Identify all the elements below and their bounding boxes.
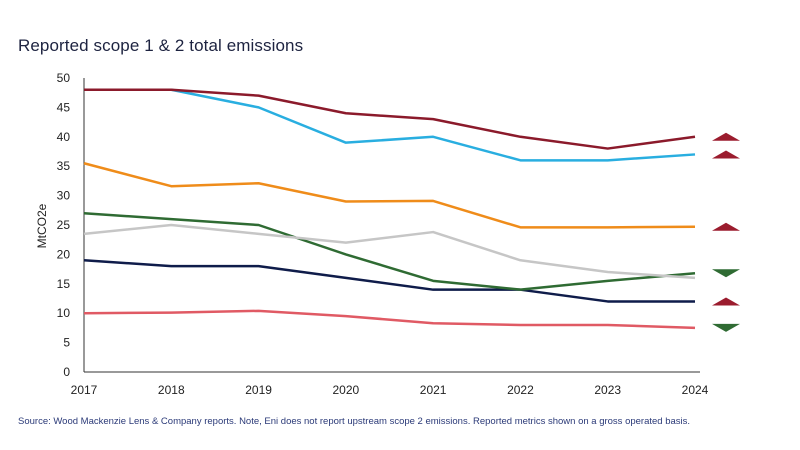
y-tick-label: 35 — [57, 159, 71, 173]
x-tick-labels: 2017 2018 2019 2020 2021 2022 2023 2024 — [71, 383, 709, 397]
series-line — [84, 88, 696, 150]
x-tick-label: 2022 — [507, 383, 534, 397]
series-line — [83, 211, 696, 291]
x-tick-label: 2023 — [594, 383, 621, 397]
trend-markers — [712, 132, 740, 332]
trend-up-marker — [712, 297, 740, 306]
x-tick-label: 2020 — [333, 383, 360, 397]
series-line — [83, 259, 695, 303]
trend-up-marker — [712, 132, 740, 141]
y-tick-label: 45 — [57, 100, 71, 114]
source-note: Source: Wood Mackenzie Lens & Company re… — [18, 416, 691, 427]
series-lines — [83, 88, 696, 330]
y-tick-label: 30 — [57, 189, 71, 203]
y-tick-label: 10 — [57, 306, 71, 320]
y-tick-label: 50 — [57, 71, 71, 85]
x-tick-label: 2018 — [158, 383, 185, 397]
y-tick-label: 40 — [57, 130, 71, 144]
y-tick-label: 25 — [57, 218, 71, 232]
y-tick-label: 15 — [57, 277, 71, 291]
trend-down-marker — [712, 323, 740, 332]
trend-up-marker — [712, 222, 740, 231]
x-tick-label: 2021 — [420, 383, 447, 397]
y-tick-label: 20 — [57, 247, 71, 261]
chart-title: Reported scope 1 & 2 total emissions — [18, 36, 304, 55]
trend-up-marker — [712, 150, 740, 159]
y-tick-labels: 0 5 10 15 20 25 30 35 40 45 50 — [57, 71, 71, 379]
x-tick-label: 2017 — [71, 383, 98, 397]
x-tick-label: 2019 — [245, 383, 272, 397]
series-line — [83, 309, 696, 330]
y-tick-label: 5 — [63, 336, 70, 350]
trend-down-marker — [712, 269, 740, 278]
series-line — [83, 223, 696, 280]
series-line — [84, 88, 696, 162]
x-tick-label: 2024 — [682, 383, 709, 397]
y-tick-label: 0 — [63, 365, 70, 379]
series-line — [83, 162, 696, 229]
y-axis-label: MtCO2e — [35, 203, 49, 248]
